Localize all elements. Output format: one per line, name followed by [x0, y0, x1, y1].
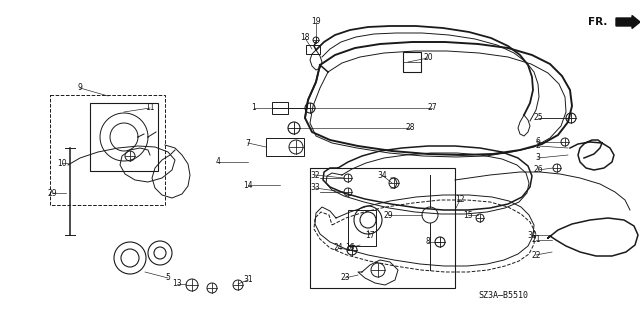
Text: 24: 24: [333, 243, 343, 253]
Text: 18: 18: [300, 33, 310, 42]
Text: 13: 13: [172, 279, 182, 288]
Text: 20: 20: [423, 54, 433, 63]
Text: 12: 12: [455, 196, 465, 204]
Text: 33: 33: [310, 183, 320, 192]
Text: 15: 15: [463, 211, 473, 219]
Text: 30: 30: [527, 231, 537, 240]
Text: 21: 21: [531, 235, 541, 244]
Text: 29: 29: [383, 211, 393, 219]
Text: 31: 31: [243, 276, 253, 285]
Bar: [306, 45, 320, 54]
Text: 34: 34: [377, 170, 387, 180]
Bar: [310, 168, 455, 288]
Text: 26: 26: [533, 166, 543, 174]
Text: 16: 16: [345, 243, 355, 253]
Bar: [50, 95, 165, 205]
Text: 2: 2: [536, 142, 540, 151]
Text: FR.: FR.: [588, 17, 607, 27]
Bar: [272, 102, 288, 114]
Text: 10: 10: [57, 159, 67, 167]
Bar: [266, 138, 304, 156]
Text: 3: 3: [536, 153, 540, 162]
Text: 8: 8: [426, 238, 430, 247]
Bar: [90, 103, 158, 171]
FancyArrow shape: [616, 16, 640, 28]
Text: 1: 1: [252, 103, 257, 113]
Text: 29: 29: [47, 189, 57, 197]
Text: 5: 5: [166, 273, 170, 283]
Bar: [403, 52, 421, 72]
Text: 11: 11: [145, 103, 155, 113]
Bar: [348, 210, 376, 246]
Text: 7: 7: [246, 138, 250, 147]
Text: 23: 23: [340, 273, 350, 283]
Text: 22: 22: [531, 250, 541, 259]
Text: 32: 32: [310, 170, 320, 180]
Text: 17: 17: [365, 231, 375, 240]
Text: SZ3A–B5510: SZ3A–B5510: [478, 291, 528, 300]
Text: 9: 9: [77, 84, 83, 93]
Text: 6: 6: [536, 137, 540, 146]
Text: 19: 19: [311, 18, 321, 26]
Text: 4: 4: [216, 158, 220, 167]
Text: 25: 25: [533, 114, 543, 122]
Text: 27: 27: [427, 103, 437, 113]
Text: 14: 14: [243, 181, 253, 189]
Text: 28: 28: [405, 123, 415, 132]
